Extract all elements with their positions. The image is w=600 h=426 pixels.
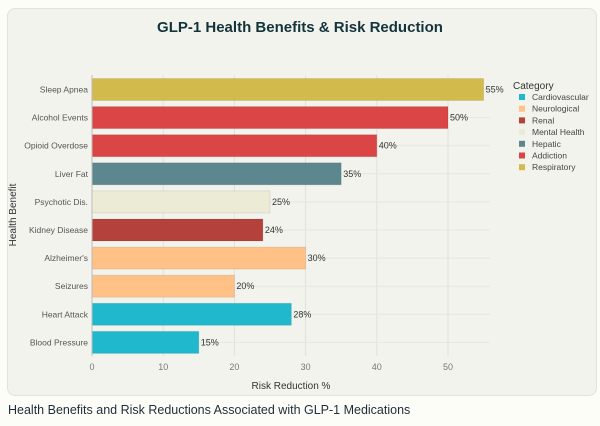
bar bbox=[91, 190, 271, 214]
data-label: 50% bbox=[450, 113, 468, 123]
y-tick-label: Alzheimer's bbox=[44, 253, 88, 263]
x-tick-label: 30 bbox=[301, 362, 311, 372]
data-label: 20% bbox=[236, 281, 254, 291]
x-tick-label: 10 bbox=[158, 362, 168, 372]
x-tick-label: 0 bbox=[89, 362, 94, 372]
chart-caption: Health Benefits and Risk Reductions Asso… bbox=[8, 403, 411, 417]
data-label: 24% bbox=[265, 225, 283, 235]
legend-swatch bbox=[519, 164, 525, 171]
legend-label: Cardiovascular bbox=[532, 92, 589, 102]
legend-label: Addiction bbox=[532, 151, 567, 161]
y-axis-title: Health Benefit bbox=[8, 183, 19, 246]
x-tick-label: 20 bbox=[229, 362, 239, 372]
bar bbox=[91, 330, 200, 354]
legend-label: Mental Health bbox=[532, 127, 585, 137]
bar bbox=[91, 218, 264, 242]
data-label: 25% bbox=[272, 197, 290, 207]
legend-swatch bbox=[519, 140, 525, 147]
legend-label: Respiratory bbox=[532, 162, 576, 172]
legend-swatch bbox=[519, 105, 525, 112]
x-axis-title: Risk Reduction % bbox=[252, 381, 331, 392]
bar bbox=[91, 274, 235, 298]
legend-label: Neurological bbox=[532, 104, 579, 114]
data-label: 40% bbox=[379, 141, 397, 151]
legend-swatch bbox=[519, 94, 525, 100]
bar bbox=[91, 78, 485, 101]
x-tick-label: 40 bbox=[372, 362, 382, 372]
y-tick-label: Liver Fat bbox=[55, 169, 89, 179]
bar bbox=[91, 246, 307, 270]
legend-swatch bbox=[519, 117, 525, 124]
legend-title: Category bbox=[513, 81, 554, 92]
bar bbox=[91, 162, 342, 186]
x-tick-label: 50 bbox=[443, 362, 453, 372]
legend-label: Hepatic bbox=[532, 139, 562, 149]
chart-title: GLP-1 Health Benefits & Risk Reduction bbox=[157, 19, 443, 36]
y-tick-label: Alcohol Events bbox=[32, 113, 88, 123]
legend-swatch bbox=[519, 129, 525, 136]
y-tick-label: Sleep Apnea bbox=[40, 85, 88, 95]
y-tick-label: Kidney Disease bbox=[29, 225, 88, 235]
y-tick-label: Opioid Overdose bbox=[24, 141, 88, 151]
y-tick-label: Blood Pressure bbox=[30, 337, 88, 347]
bar bbox=[91, 302, 292, 326]
data-label: 30% bbox=[308, 253, 326, 263]
data-label: 35% bbox=[343, 169, 361, 179]
y-tick-label: Heart Attack bbox=[42, 309, 89, 319]
legend-label: Renal bbox=[532, 115, 554, 125]
bar bbox=[91, 134, 378, 158]
y-tick-label: Seizures bbox=[55, 281, 88, 291]
data-label: 15% bbox=[201, 337, 219, 347]
legend-swatch bbox=[519, 152, 525, 159]
data-label: 55% bbox=[486, 85, 504, 95]
bar bbox=[91, 106, 449, 130]
data-label: 28% bbox=[293, 309, 311, 319]
y-tick-label: Psychotic Dis. bbox=[35, 197, 88, 207]
